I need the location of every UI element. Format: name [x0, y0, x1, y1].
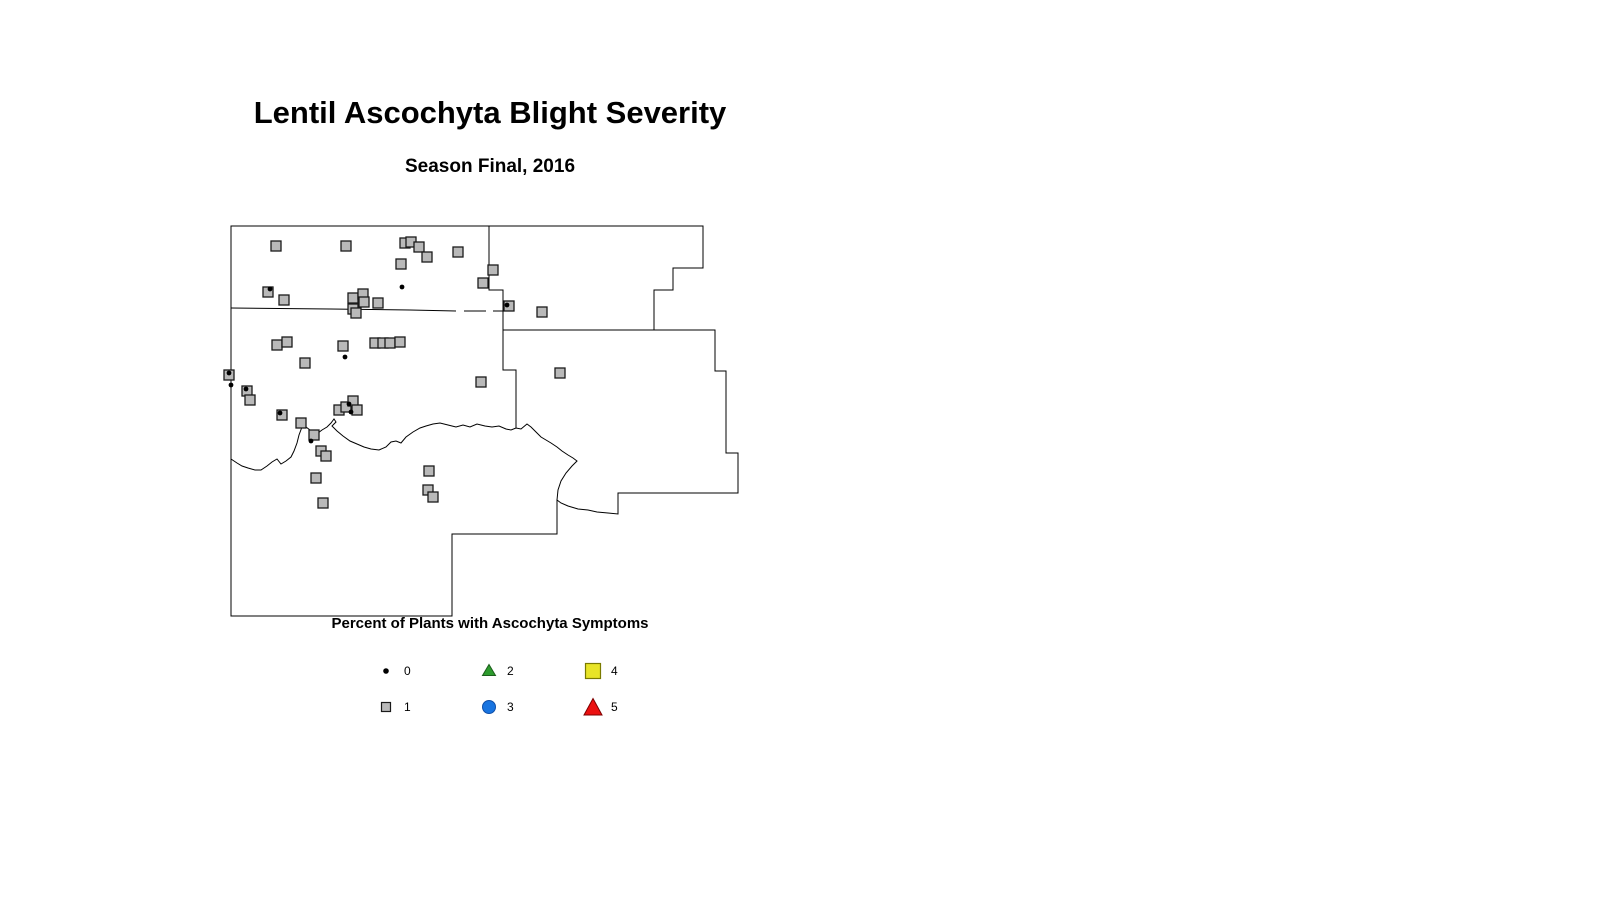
- legend-item-1: 1: [374, 695, 411, 719]
- severity-3-circle-icon: [482, 700, 496, 714]
- map-point-severity-1: [384, 337, 396, 349]
- map-point-severity-1: [394, 336, 406, 348]
- map-point-severity-1: [358, 296, 370, 308]
- map-point-severity-1: [271, 339, 283, 351]
- map-point-severity-0: [267, 286, 273, 292]
- figure-subtitle: Season Final, 2016: [404, 156, 576, 177]
- map-point-severity-1: [487, 264, 499, 276]
- legend-label-2: 2: [507, 664, 514, 678]
- map-point-severity-1: [395, 258, 407, 270]
- legend-item-0: 0: [374, 659, 411, 683]
- map-point-severity-1: [413, 241, 425, 253]
- legend-title: Percent of Plants with Ascochyta Symptom…: [331, 615, 649, 632]
- map-point-severity-1: [281, 336, 293, 348]
- legend-item-2: 2: [477, 659, 514, 683]
- county-line-vertical-mid: [502, 330, 517, 428]
- map-point-severity-1: [317, 497, 329, 509]
- severity-2-triangle-icon: [481, 663, 497, 676]
- map-point-severity-1: [536, 306, 548, 318]
- map-point-severity-1: [262, 286, 274, 298]
- map-point-severity-1: [347, 292, 359, 304]
- map-point-severity-0: [226, 370, 232, 376]
- legend-label-5: 5: [611, 700, 618, 714]
- map-point-severity-1: [423, 465, 435, 477]
- map-point-severity-1: [320, 450, 332, 462]
- map-point-severity-1: [310, 472, 322, 484]
- map-point-severity-1: [427, 491, 439, 503]
- legend-label-0: 0: [404, 664, 411, 678]
- map-point-severity-1: [337, 340, 349, 352]
- county-line-horizontal-west: [230, 307, 503, 312]
- legend-item-5: 5: [581, 695, 618, 719]
- outer-county-boundary: [230, 225, 739, 617]
- figure-title: Lentil Ascochyta Blight Severity: [253, 95, 727, 130]
- severity-1-square-icon: [380, 701, 392, 713]
- map-point-severity-1: [295, 417, 307, 429]
- map-point-severity-1: [475, 376, 487, 388]
- map-point-severity-1: [421, 251, 433, 263]
- map-point-severity-1: [554, 367, 566, 379]
- map-point-severity-1: [244, 394, 256, 406]
- severity-5-triangle-icon: [583, 697, 603, 716]
- legend-label-4: 4: [611, 664, 618, 678]
- map-point-severity-1: [340, 240, 352, 252]
- map-point-severity-0: [504, 302, 510, 308]
- map-point-severity-1: [276, 409, 288, 421]
- map-point-severity-1: [372, 297, 384, 309]
- map-point-severity-1: [299, 357, 311, 369]
- map-point-severity-1: [350, 307, 362, 319]
- map-point-severity-0: [277, 410, 283, 416]
- severity-4-square-icon: [584, 662, 602, 680]
- legend-item-3: 3: [477, 695, 514, 719]
- map-point-severity-0: [308, 438, 314, 444]
- map-point-severity-1: [452, 246, 464, 258]
- map-point-severity-0: [346, 401, 352, 407]
- legend-label-3: 3: [507, 700, 514, 714]
- map-point-severity-1: [351, 404, 363, 416]
- map-point-severity-1: [340, 401, 352, 413]
- legend-item-4: 4: [581, 659, 618, 683]
- map-point-severity-0: [228, 382, 234, 388]
- county-line-vertical-north: [488, 226, 504, 330]
- map-point-severity-1: [308, 429, 320, 441]
- map-point-severity-1: [270, 240, 282, 252]
- map-point-severity-0: [348, 409, 354, 415]
- legend-label-1: 1: [404, 700, 411, 714]
- map-point-severity-0: [342, 354, 348, 360]
- map-point-severity-0: [243, 386, 249, 392]
- map-point-severity-1: [477, 277, 489, 289]
- severity-0-dot-icon: [383, 668, 389, 674]
- map-point-severity-1: [278, 294, 290, 306]
- map-point-severity-0: [399, 284, 405, 290]
- river-boundary: [230, 418, 578, 501]
